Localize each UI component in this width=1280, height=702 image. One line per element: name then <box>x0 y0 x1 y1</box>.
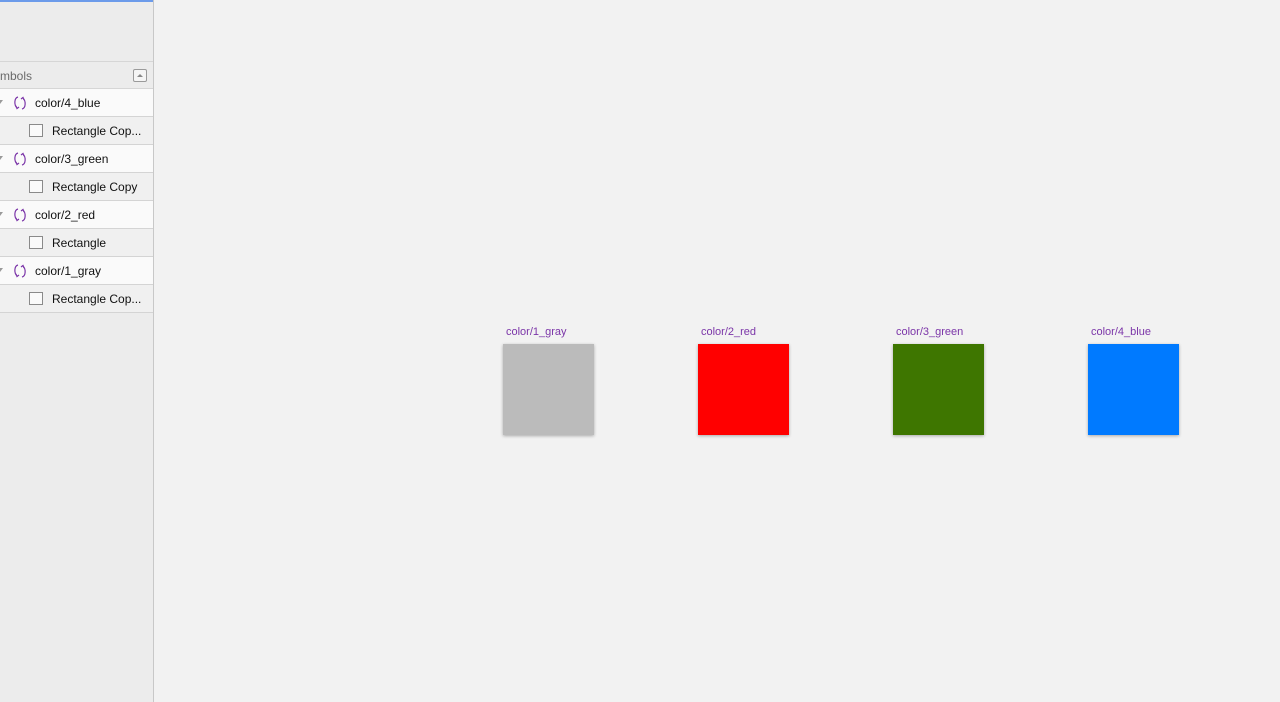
symbol-icon <box>12 151 28 167</box>
symbol-artboard[interactable] <box>698 344 789 435</box>
layer-rectangle[interactable]: Rectangle Cop... <box>0 117 153 145</box>
rectangle-icon <box>29 292 43 305</box>
symbol-artboard[interactable] <box>503 344 594 435</box>
disclosure-triangle-icon[interactable] <box>0 268 3 272</box>
layer-rectangle[interactable]: Rectangle Copy <box>0 173 153 201</box>
layer-name: color/2_red <box>35 208 96 222</box>
collapse-icon[interactable] <box>133 69 147 82</box>
layer-symbol[interactable]: color/2_red <box>0 201 153 229</box>
artboard-label[interactable]: color/3_green <box>896 326 964 338</box>
artboard-label[interactable]: color/4_blue <box>1091 326 1151 338</box>
symbol-artboard[interactable] <box>893 344 984 435</box>
layer-name: Rectangle Cop... <box>52 124 142 138</box>
layer-name: Rectangle Cop... <box>52 292 142 306</box>
page-header[interactable]: ymbols <box>0 61 153 89</box>
layer-rectangle[interactable]: Rectangle Cop... <box>0 285 153 313</box>
layer-symbol[interactable]: color/3_green <box>0 145 153 173</box>
rectangle-icon <box>29 124 43 137</box>
layer-name: Rectangle <box>52 236 107 250</box>
disclosure-triangle-icon[interactable] <box>0 212 3 216</box>
layers-sidebar: ymbols color/4_blue Rectangle Cop... col… <box>0 0 154 702</box>
symbol-icon <box>12 207 28 223</box>
symbol-icon <box>12 95 28 111</box>
layer-symbol[interactable]: color/1_gray <box>0 257 153 285</box>
rectangle-icon <box>29 180 43 193</box>
disclosure-triangle-icon[interactable] <box>0 100 3 104</box>
layer-name: color/1_gray <box>35 264 102 278</box>
layer-symbol[interactable]: color/4_blue <box>0 89 153 117</box>
rectangle-icon <box>29 236 43 249</box>
artboard-label[interactable]: color/1_gray <box>506 326 567 338</box>
layer-name: Rectangle Copy <box>52 180 138 194</box>
page-name: ymbols <box>0 69 33 83</box>
disclosure-triangle-icon[interactable] <box>0 156 3 160</box>
artboard-label[interactable]: color/2_red <box>701 326 757 338</box>
layer-rectangle[interactable]: Rectangle <box>0 229 153 257</box>
symbol-artboard[interactable] <box>1088 344 1179 435</box>
layer-name: color/3_green <box>35 152 109 166</box>
symbol-icon <box>12 263 28 279</box>
selection-indicator <box>0 0 153 2</box>
layer-name: color/4_blue <box>35 96 101 110</box>
